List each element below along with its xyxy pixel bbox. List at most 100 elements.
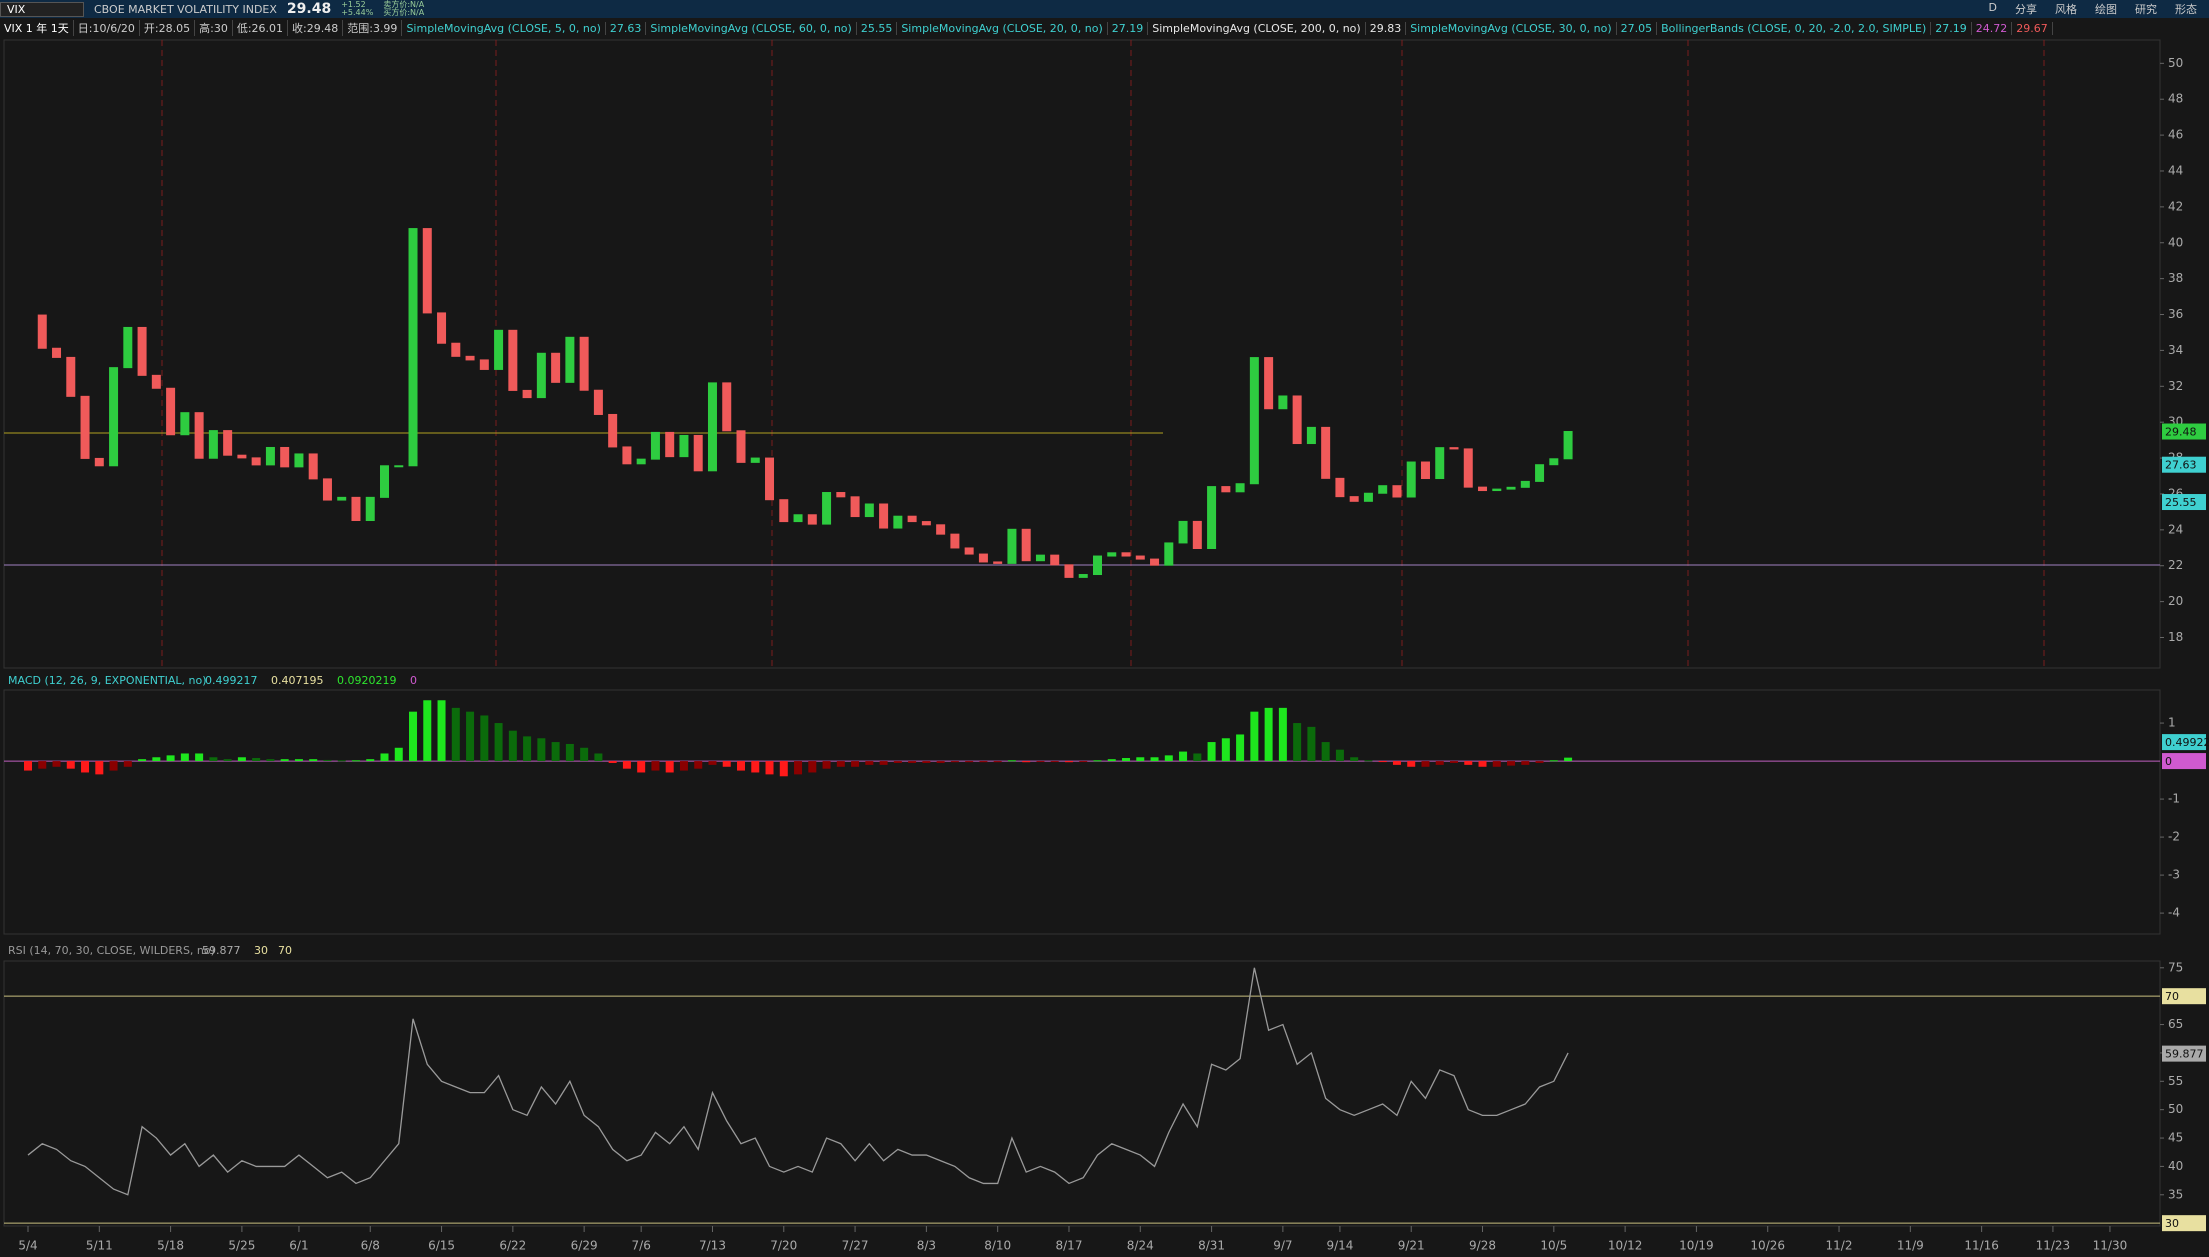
toolbar-button[interactable]: 风格 bbox=[2055, 3, 2077, 16]
histogram-bar bbox=[665, 761, 674, 773]
study-label: SimpleMovingAvg (CLOSE, 30, 0, no) bbox=[1406, 21, 1617, 35]
x-tick-label: 9/28 bbox=[1469, 1239, 1496, 1253]
x-tick-label: 11/23 bbox=[2036, 1239, 2071, 1253]
histogram-bar bbox=[537, 738, 546, 762]
aggregation[interactable]: D bbox=[1988, 1, 1997, 14]
candle bbox=[1178, 520, 1188, 544]
pane-frame bbox=[3, 960, 2161, 1227]
y-tick-label: 40 bbox=[2168, 1159, 2183, 1173]
y-tick-label: 32 bbox=[2168, 379, 2183, 393]
candle bbox=[964, 547, 974, 555]
histogram-bar bbox=[223, 759, 232, 762]
candle bbox=[1121, 552, 1131, 557]
histogram-bar bbox=[180, 753, 189, 762]
rsi-readout: 59.877 bbox=[202, 944, 241, 957]
histogram-bar bbox=[166, 755, 175, 762]
symbol-box[interactable]: VIX bbox=[0, 1, 84, 17]
histogram-bar bbox=[1307, 726, 1316, 762]
histogram-bar bbox=[1278, 707, 1287, 762]
price-marker bbox=[2162, 456, 2206, 473]
histogram-bar bbox=[523, 736, 532, 762]
histogram-bar bbox=[1207, 742, 1216, 762]
candle bbox=[265, 446, 275, 466]
candle bbox=[936, 524, 946, 535]
histogram-bar bbox=[794, 761, 803, 775]
candle bbox=[707, 382, 717, 472]
histogram-bar bbox=[1164, 755, 1173, 762]
macd-readout: 0.0920219 bbox=[337, 674, 397, 687]
histogram-bar bbox=[936, 761, 945, 763]
last-price: 29.48 bbox=[286, 1, 332, 17]
candle bbox=[1050, 554, 1060, 566]
study-value: 24.72 bbox=[1972, 21, 2013, 35]
candle bbox=[793, 514, 803, 523]
change: +1.52 +5.44% bbox=[341, 1, 373, 17]
histogram-bar bbox=[38, 761, 47, 769]
pane-frame bbox=[3, 689, 2161, 935]
candle bbox=[779, 499, 789, 523]
x-tick-label: 7/13 bbox=[699, 1239, 726, 1253]
histogram-bar bbox=[394, 747, 403, 762]
candle bbox=[736, 430, 746, 463]
study-strip: VIX 1 年 1天 日:10/6/20 开:28.05 高:30 低:26.01 收:2… bbox=[0, 19, 2209, 37]
histogram-bar bbox=[1250, 711, 1259, 762]
study-value: 27.19 bbox=[1931, 21, 1972, 35]
histogram-bar bbox=[1464, 761, 1473, 765]
candle bbox=[1035, 554, 1045, 562]
toolbar-button[interactable]: 分享 bbox=[2015, 3, 2037, 16]
x-tick-label: 8/17 bbox=[1056, 1239, 1083, 1253]
study-label: SimpleMovingAvg (CLOSE, 200, 0, no) bbox=[1148, 21, 1366, 35]
candle bbox=[850, 496, 860, 518]
y-tick-label: 24 bbox=[2168, 522, 2183, 536]
candle bbox=[522, 389, 532, 399]
candle bbox=[109, 367, 119, 467]
toolbar-button[interactable]: 形态 bbox=[2175, 3, 2197, 16]
candle bbox=[1520, 480, 1530, 488]
price-marker bbox=[2162, 423, 2206, 440]
histogram-bar bbox=[1264, 707, 1273, 762]
candle bbox=[1135, 555, 1145, 560]
candle bbox=[693, 434, 703, 472]
histogram-bar bbox=[993, 761, 1002, 763]
candle bbox=[308, 453, 318, 480]
candle bbox=[921, 521, 931, 526]
candle bbox=[536, 352, 546, 399]
histogram-bar bbox=[1535, 761, 1544, 763]
y-tick-label: -3 bbox=[2168, 868, 2180, 882]
histogram-bar bbox=[451, 707, 460, 762]
ohlc-field: 范围:3.99 bbox=[343, 20, 403, 36]
histogram-bar bbox=[123, 761, 132, 767]
histogram-bar bbox=[1193, 753, 1202, 762]
x-tick-label: 9/21 bbox=[1398, 1239, 1425, 1253]
candle bbox=[52, 347, 62, 358]
toolbar-button[interactable]: 研究 bbox=[2135, 3, 2157, 16]
price-marker bbox=[2162, 494, 2206, 511]
histogram-bar bbox=[1450, 761, 1458, 763]
macd-readout: 0.499217 bbox=[205, 674, 258, 687]
x-tick-label: 6/15 bbox=[428, 1239, 455, 1253]
study-value: 27.19 bbox=[1108, 21, 1149, 35]
y-tick-label: -2 bbox=[2168, 830, 2180, 844]
rsi-readout: 70 bbox=[278, 944, 292, 957]
candle bbox=[1278, 395, 1288, 410]
candle bbox=[166, 387, 176, 436]
histogram-bar bbox=[551, 742, 560, 762]
toolbar-button[interactable]: 绘图 bbox=[2095, 3, 2117, 16]
candle bbox=[66, 356, 76, 397]
macd-readout: 0.407195 bbox=[271, 674, 324, 687]
histogram-bar bbox=[1350, 757, 1359, 762]
histogram-bar bbox=[337, 760, 346, 762]
histogram-bar bbox=[893, 761, 902, 763]
candle bbox=[151, 374, 161, 389]
histogram-bar bbox=[466, 711, 475, 762]
macd-label: MACD (12, 26, 9, EXPONENTIAL, no) bbox=[8, 674, 207, 687]
candle bbox=[622, 446, 632, 465]
candle bbox=[80, 395, 90, 459]
x-tick-label: 5/25 bbox=[228, 1239, 255, 1253]
candle bbox=[1264, 357, 1274, 410]
study-label: BollingerBands (CLOSE, 0, 20, -2.0, 2.0,… bbox=[1657, 21, 1932, 35]
histogram-bar bbox=[1321, 742, 1330, 762]
x-tick-label: 11/16 bbox=[1964, 1239, 1999, 1253]
toolbar-buttons: D 分享 风格 绘图 研究 形态 bbox=[1989, 1, 2209, 17]
candle bbox=[223, 430, 233, 456]
